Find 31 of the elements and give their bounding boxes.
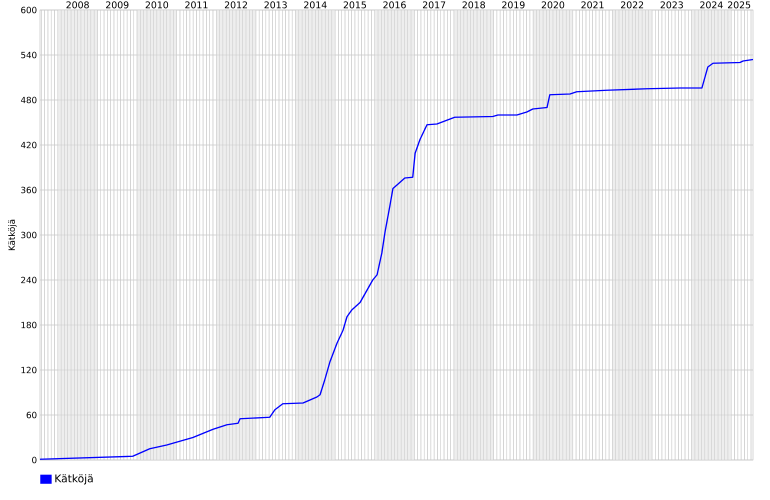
x-tick-label: 2015 [344, 1, 366, 8]
y-tick-label: 540 [21, 52, 36, 58]
y-tick-label: 60 [26, 412, 36, 418]
y-tick-label: 300 [21, 232, 36, 238]
x-tick-label: 2021 [581, 1, 604, 8]
y-tick-label: 240 [21, 276, 36, 284]
y-tick-label: 420 [20, 142, 36, 148]
x-tick-label: 2016 [383, 1, 406, 8]
x-tick-label: 2010 [146, 1, 168, 8]
y-tick-label: 600 [21, 6, 36, 14]
x-tick-label: 2011 [185, 1, 208, 8]
x-tick-label: 2018 [462, 1, 485, 8]
y-tick-label: 480 [20, 96, 36, 104]
x-tick-label: 2017 [422, 1, 446, 8]
y-tick-label: 0 [32, 456, 36, 464]
y-tick-label: 120 [21, 366, 36, 374]
x-tick-label: 2008 [66, 1, 89, 8]
x-tick-label: 2025 [728, 1, 750, 8]
x-tick-label: 2023 [660, 1, 683, 8]
x-tick-label: 2014 [304, 1, 327, 8]
x-tick-label: 2022 [621, 1, 644, 8]
x-tick-label: 2024 [700, 1, 723, 8]
x-tick-label: 2013 [264, 1, 287, 8]
legend-label: Kätköjä [55, 474, 93, 484]
x-tick-label: 2020 [542, 1, 564, 8]
y-axis-title: Kätköjä [8, 220, 17, 250]
x-tick-label: 2019 [502, 1, 525, 8]
x-tick-label: 2012 [224, 1, 248, 8]
y-tick-label: 360 [21, 186, 36, 194]
x-tick-label: 2009 [106, 1, 128, 8]
y-tick-label: 180 [21, 322, 36, 328]
